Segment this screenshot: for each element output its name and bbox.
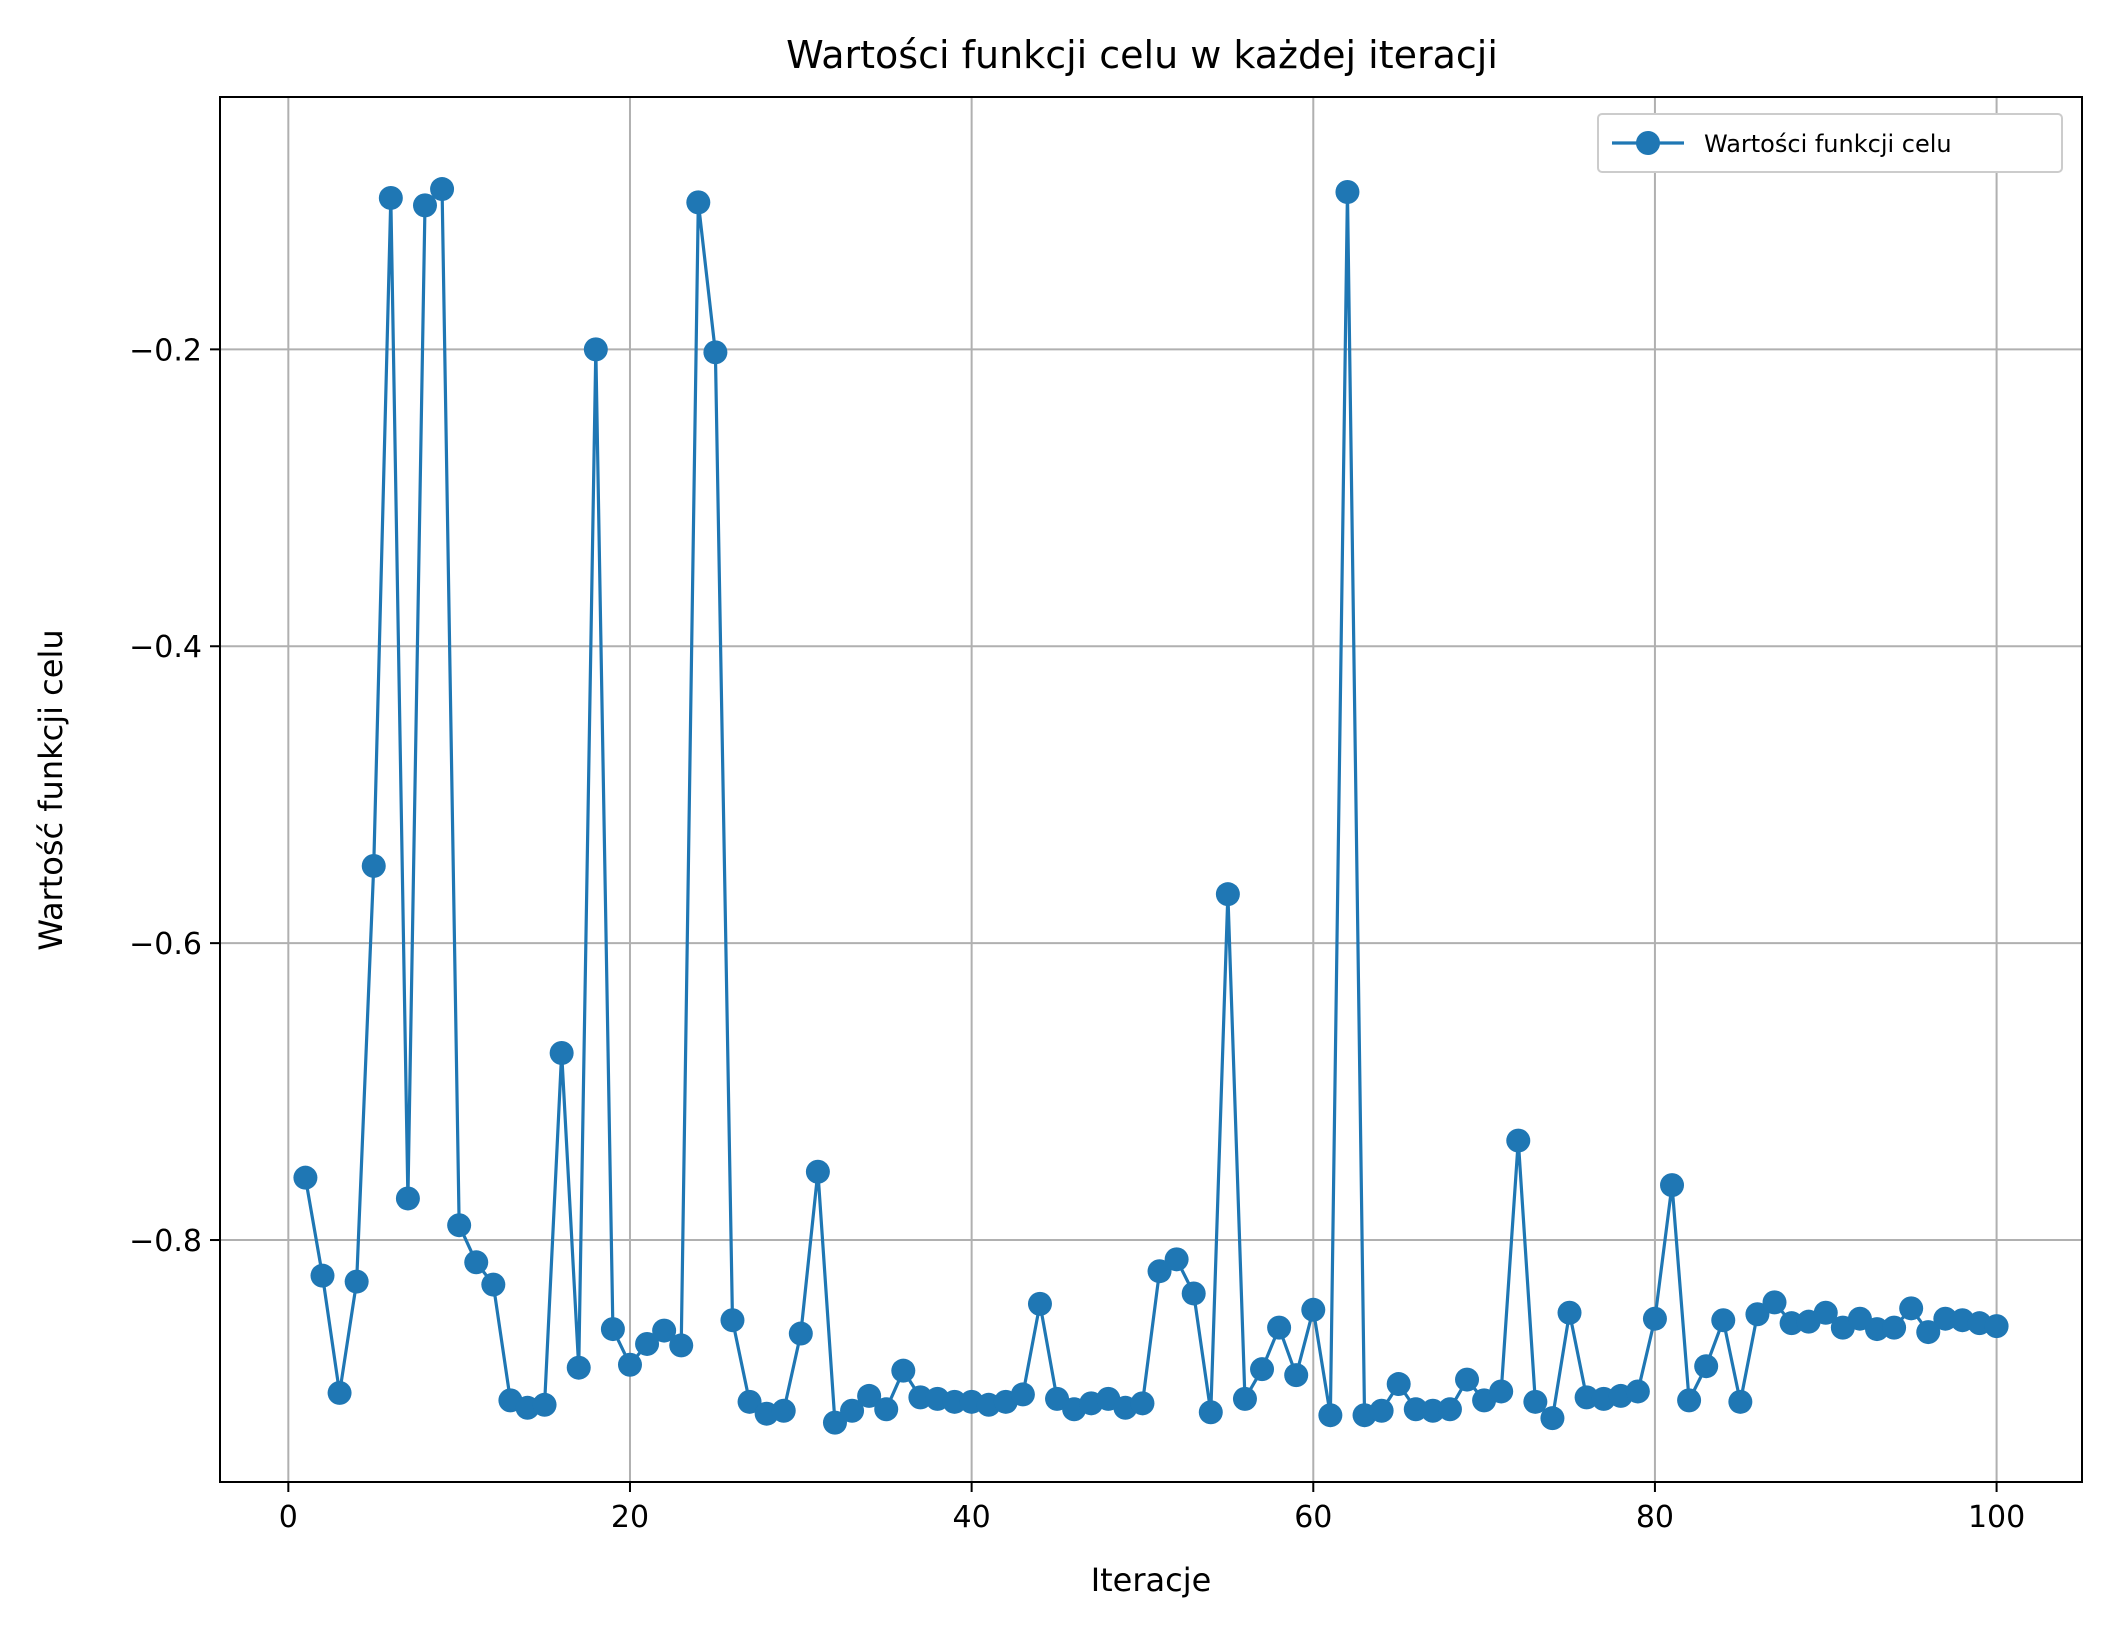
data-point bbox=[481, 1272, 506, 1297]
data-point bbox=[737, 1389, 762, 1414]
x-tick-label: 60 bbox=[1294, 1500, 1332, 1535]
x-tick-label: 80 bbox=[1636, 1500, 1674, 1535]
data-point bbox=[327, 1380, 352, 1405]
data-point bbox=[532, 1392, 557, 1417]
grid bbox=[220, 97, 2082, 1482]
data-point bbox=[1335, 180, 1360, 205]
data-point bbox=[600, 1317, 625, 1342]
data-point bbox=[822, 1410, 847, 1435]
data-point bbox=[840, 1398, 865, 1423]
data-point bbox=[1557, 1300, 1582, 1325]
data-point bbox=[703, 340, 728, 365]
data-point bbox=[874, 1397, 899, 1422]
series-line bbox=[303, 187, 1997, 1425]
data-point bbox=[1625, 1379, 1650, 1404]
data-point bbox=[1215, 882, 1240, 907]
data-point bbox=[1198, 1400, 1223, 1425]
x-tick-label: 20 bbox=[611, 1500, 649, 1535]
data-point bbox=[1506, 1128, 1531, 1153]
x-tick-label: 0 bbox=[279, 1500, 298, 1535]
y-tick-label: −0.8 bbox=[129, 1224, 202, 1259]
data-point bbox=[686, 190, 711, 215]
data-point bbox=[771, 1398, 796, 1423]
data-point bbox=[430, 177, 455, 202]
data-point bbox=[1010, 1382, 1035, 1407]
data-point bbox=[617, 1352, 642, 1377]
data-point bbox=[1437, 1397, 1462, 1422]
series-layer bbox=[293, 177, 2009, 1435]
legend-box bbox=[1597, 113, 2063, 173]
chart-title: Wartości funkcji celu w każdej iteracji bbox=[786, 33, 1498, 77]
data-point bbox=[805, 1159, 830, 1184]
data-point bbox=[942, 1389, 967, 1414]
data-point bbox=[395, 1186, 420, 1211]
data-point bbox=[1232, 1386, 1257, 1411]
data-point bbox=[412, 193, 437, 218]
data-point bbox=[447, 1213, 472, 1238]
data-point bbox=[1455, 1367, 1480, 1392]
data-point bbox=[1267, 1315, 1292, 1340]
x-tick-label: 40 bbox=[953, 1500, 991, 1535]
data-point bbox=[652, 1318, 677, 1343]
data-point bbox=[1660, 1173, 1685, 1198]
y-tick-label: −0.2 bbox=[129, 333, 202, 368]
data-point bbox=[549, 1040, 574, 1065]
data-point bbox=[1642, 1306, 1667, 1331]
data-point bbox=[1984, 1314, 2009, 1339]
data-point bbox=[1813, 1300, 1838, 1325]
data-point bbox=[1130, 1391, 1155, 1416]
y-axis-label: Wartość funkcji celu bbox=[32, 629, 70, 950]
data-point bbox=[1694, 1354, 1719, 1379]
data-point bbox=[891, 1358, 916, 1383]
data-point bbox=[1027, 1291, 1052, 1316]
data-point bbox=[464, 1250, 489, 1275]
data-point bbox=[566, 1355, 591, 1380]
data-point bbox=[1677, 1388, 1702, 1413]
data-point bbox=[310, 1263, 335, 1288]
data-point bbox=[669, 1333, 694, 1358]
data-point bbox=[583, 337, 608, 362]
data-point bbox=[344, 1269, 369, 1294]
data-point bbox=[1899, 1296, 1924, 1321]
data-point bbox=[1284, 1363, 1309, 1388]
data-point bbox=[378, 185, 403, 210]
data-point bbox=[1540, 1406, 1565, 1431]
data-point bbox=[1250, 1357, 1275, 1382]
data-point bbox=[1916, 1320, 1941, 1345]
data-point bbox=[857, 1383, 882, 1408]
legend: Wartości funkcji celu bbox=[1597, 113, 2063, 173]
x-axis-label: Iteracje bbox=[1091, 1561, 1212, 1599]
data-point bbox=[1386, 1372, 1411, 1397]
data-point bbox=[1318, 1403, 1343, 1428]
data-point bbox=[1147, 1259, 1172, 1284]
data-point bbox=[1164, 1247, 1189, 1272]
data-point bbox=[1728, 1389, 1753, 1414]
data-point bbox=[720, 1308, 745, 1333]
data-point bbox=[1762, 1290, 1787, 1315]
data-point bbox=[788, 1321, 813, 1346]
data-point bbox=[1711, 1308, 1736, 1333]
data-point bbox=[361, 853, 386, 878]
data-point bbox=[1489, 1379, 1514, 1404]
data-point bbox=[1369, 1398, 1394, 1423]
x-axis: 0 20 40 60 80 100 bbox=[279, 1482, 2025, 1535]
y-tick-label: −0.4 bbox=[129, 630, 202, 665]
y-tick-label: −0.6 bbox=[129, 927, 202, 962]
data-point bbox=[293, 1165, 318, 1190]
data-point bbox=[635, 1331, 660, 1356]
legend-label: Wartości funkcji celu bbox=[1704, 130, 1952, 158]
x-tick-label: 100 bbox=[1968, 1500, 2025, 1535]
data-point bbox=[1181, 1281, 1206, 1306]
data-point bbox=[1882, 1315, 1907, 1340]
data-point bbox=[1523, 1389, 1548, 1414]
legend-point-marker bbox=[1636, 131, 1660, 155]
y-axis: −0.2 −0.4 −0.6 −0.8 bbox=[129, 333, 220, 1259]
data-point bbox=[1301, 1297, 1326, 1322]
data-point bbox=[1745, 1302, 1770, 1327]
plot-frame bbox=[219, 96, 2083, 1483]
